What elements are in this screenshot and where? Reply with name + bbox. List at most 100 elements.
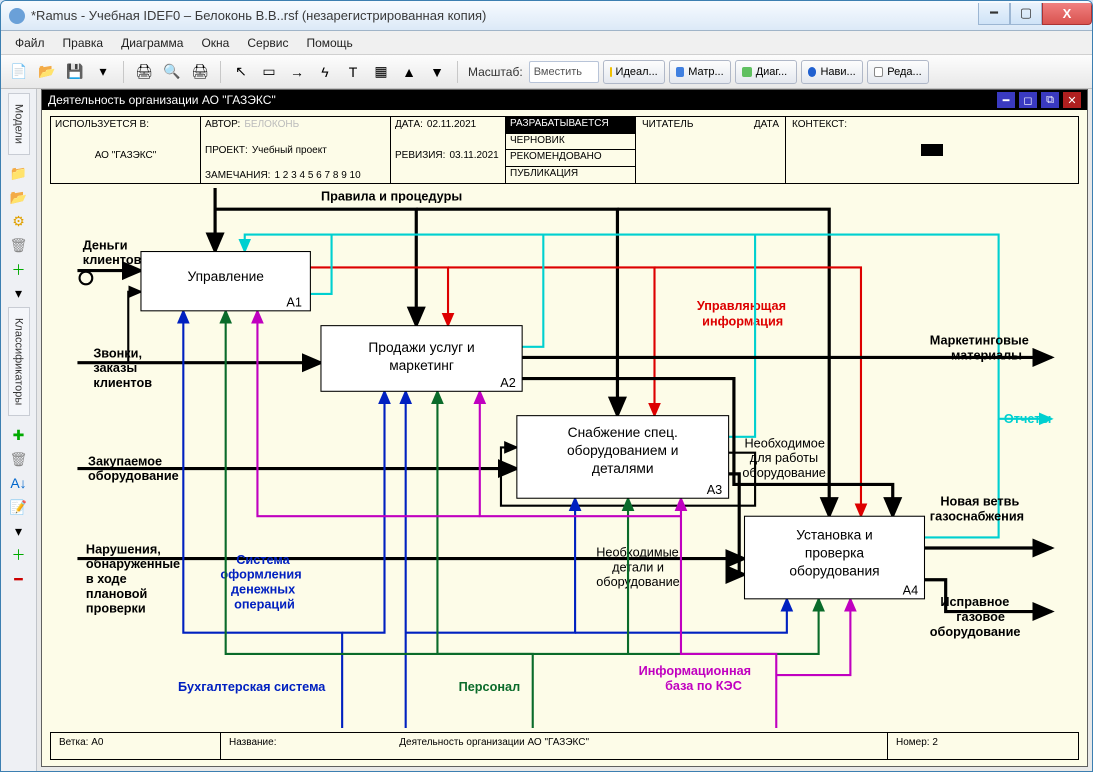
mech-info-1: Информационная — [639, 664, 751, 678]
status-0: РАЗРАБАТЫВАЕТСЯ — [506, 117, 635, 134]
side-icon-5[interactable]: ＋ — [8, 259, 30, 281]
idef0-footer: Ветка: A0 Название: Деятельность организ… — [50, 732, 1079, 760]
close-button[interactable]: X — [1042, 3, 1092, 25]
menu-service[interactable]: Сервис — [239, 33, 296, 53]
doc-max-icon[interactable]: ◻ — [1019, 92, 1037, 108]
dropdown-icon[interactable]: ▾ — [91, 60, 115, 84]
doc-restore-icon[interactable]: ⧉ — [1041, 92, 1059, 108]
box-a1[interactable]: Управление A1 — [141, 252, 310, 311]
window-buttons: ━ ▢ X — [978, 3, 1092, 25]
toolbar: 📄 📂 💾 ▾ 🖨 🔍 🖨 ↖ ▭ → ϟ T ▦ ▲ ▼ Масштаб: В… — [1, 55, 1092, 89]
side-icon-8[interactable]: 🗑 — [8, 448, 30, 470]
footer-num-l: Номер: — [896, 737, 930, 748]
menu-help[interactable]: Помощь — [298, 33, 360, 53]
open-icon[interactable]: 📂 — [35, 60, 59, 84]
idef0-diagram[interactable]: Правила и процедуры Управляющая информац… — [50, 188, 1079, 728]
side-icon-10[interactable]: 📝 — [8, 496, 30, 518]
menu-edit[interactable]: Правка — [55, 33, 112, 53]
out-marketing-1: Маркетинговые — [930, 334, 1029, 348]
label-control-info-2: информация — [702, 315, 783, 329]
rev-label: РЕВИЗИЯ: — [395, 150, 445, 161]
menu-windows[interactable]: Окна — [193, 33, 237, 53]
input-viol-3: в ходе — [86, 572, 127, 586]
menu-diagram[interactable]: Диаграмма — [113, 33, 191, 53]
doc-min-icon[interactable]: ━ — [997, 92, 1015, 108]
grid-icon[interactable]: ▦ — [369, 60, 393, 84]
side-icon-3[interactable]: ⚙ — [8, 211, 30, 233]
side-icon-12[interactable]: ＋ — [8, 544, 30, 566]
out-ok-2: газовое — [956, 610, 1005, 624]
input-calls-1: Звонки, — [93, 346, 142, 360]
mech-sys-1: Система — [236, 553, 290, 567]
print2-icon[interactable]: 🖨 — [188, 60, 212, 84]
print-icon[interactable]: 🖨 — [132, 60, 156, 84]
label-top-control: Правила и процедуры — [321, 190, 462, 204]
btn-diag[interactable]: Диаг... — [735, 60, 797, 84]
btn-reda[interactable]: Реда... — [867, 60, 929, 84]
window-title: *Ramus - Учебная IDEF0 – Белоконь В.В..r… — [31, 8, 978, 23]
arrow-icon[interactable]: → — [285, 60, 309, 84]
hdate-label: ДАТА — [754, 119, 779, 181]
up-icon[interactable]: ▲ — [397, 60, 421, 84]
used-in-value: АО "ГАЗЭКС" — [55, 150, 196, 161]
menu-file[interactable]: Файл — [7, 33, 53, 53]
text-icon[interactable]: T — [341, 60, 365, 84]
box-a3[interactable]: Снабжение спец. оборудованием и деталями… — [517, 416, 729, 499]
out-marketing-2: материалы — [951, 349, 1022, 363]
mech-personnel: Персонал — [459, 680, 521, 694]
document-header[interactable]: Деятельность организации АО "ГАЗЭКС" ━ ◻… — [42, 90, 1087, 110]
mech-info-2: база по КЭС — [665, 679, 742, 693]
svg-text:оборудования: оборудования — [789, 564, 879, 579]
minimize-button[interactable]: ━ — [978, 3, 1010, 25]
input-calls-3: клиентов — [93, 376, 152, 390]
doc-close-icon[interactable]: ✕ — [1063, 92, 1081, 108]
date-value: 02.11.2021 — [427, 119, 476, 130]
side-icon-2[interactable]: 📂 — [8, 187, 30, 209]
svg-text:маркетинг: маркетинг — [389, 358, 454, 373]
box-a4[interactable]: Установка и проверка оборудования A4 — [745, 516, 925, 599]
side-icon-1[interactable]: 📁 — [8, 163, 30, 185]
sidebar: Модели 📁 📂 ⚙ 🗑 ＋ ▾ Классификаторы ✚ 🗑 A↓… — [1, 89, 37, 771]
out-ok-3: оборудование — [930, 625, 1021, 639]
side-icon-13[interactable]: ━ — [8, 568, 30, 590]
save-icon[interactable]: 💾 — [63, 60, 87, 84]
side-icon-11[interactable]: ▾ — [8, 520, 30, 542]
tab-models[interactable]: Модели — [8, 93, 30, 155]
side-icon-9[interactable]: A↓ — [8, 472, 30, 494]
footer-branch-v: A0 — [91, 737, 103, 748]
maximize-button[interactable]: ▢ — [1010, 3, 1042, 25]
mech-sys-4: операций — [234, 597, 295, 611]
status-1: ЧЕРНОВИК — [506, 134, 635, 151]
new-icon[interactable]: 📄 — [7, 60, 31, 84]
label-need-parts-3: оборудование — [596, 575, 679, 589]
menubar: Файл Правка Диаграмма Окна Сервис Помощь — [1, 31, 1092, 55]
side-icon-6[interactable]: ▾ — [8, 283, 30, 305]
titlebar[interactable]: *Ramus - Учебная IDEF0 – Белоконь В.В..r… — [1, 1, 1092, 31]
tab-classifiers[interactable]: Классификаторы — [8, 307, 30, 416]
idef0-header: ИСПОЛЬЗУЕТСЯ В: АО "ГАЗЭКС" АВТОР: БЕЛОК… — [50, 116, 1079, 184]
pointer-icon[interactable]: ↖ — [229, 60, 253, 84]
svg-text:деталями: деталями — [592, 461, 654, 476]
btn-ideal[interactable]: Идеал... — [603, 60, 665, 84]
box-a2[interactable]: Продажи услуг и маркетинг A2 — [321, 326, 522, 392]
box-icon[interactable]: ▭ — [257, 60, 281, 84]
input-viol-1: Нарушения, — [86, 542, 161, 556]
btn-matr[interactable]: Матр... — [669, 60, 731, 84]
footer-num-v: 2 — [932, 737, 938, 748]
project-value: Учебный проект — [252, 145, 327, 156]
side-icon-4[interactable]: 🗑 — [8, 235, 30, 257]
tilde-icon[interactable]: ϟ — [313, 60, 337, 84]
reader-label: ЧИТАТЕЛЬ — [642, 119, 693, 181]
zoom-field[interactable]: Вместить — [529, 61, 599, 83]
input-money-2: клиентов — [83, 253, 142, 267]
input-equip-2: оборудование — [88, 469, 179, 483]
diagram-svg[interactable]: Правила и процедуры Управляющая информац… — [50, 188, 1079, 728]
out-branch-2: газоснабжения — [930, 509, 1024, 523]
preview-icon[interactable]: 🔍 — [160, 60, 184, 84]
notes-value: 1 2 3 4 5 6 7 8 9 10 — [274, 170, 360, 181]
context-box — [921, 144, 943, 156]
down-icon[interactable]: ▼ — [425, 60, 449, 84]
svg-text:A1: A1 — [286, 296, 302, 310]
btn-navi[interactable]: Нави... — [801, 60, 863, 84]
side-icon-7[interactable]: ✚ — [8, 424, 30, 446]
